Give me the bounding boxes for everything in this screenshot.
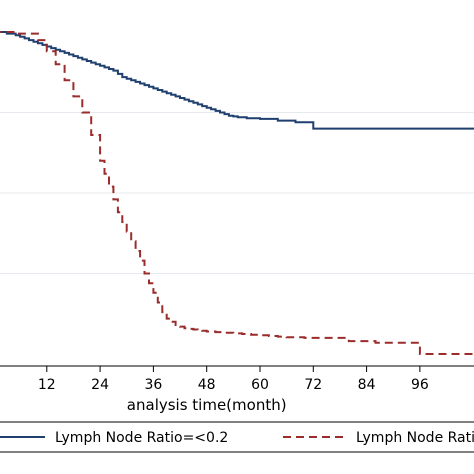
legend: Lymph Node Ratio=<0.2 Lymph Node Ratio>0.… bbox=[0, 421, 474, 453]
x-axis-title: analysis time(month) bbox=[127, 396, 287, 414]
x-tick-label-4: 60 bbox=[251, 377, 269, 393]
x-tick-label-0: 12 bbox=[38, 377, 56, 393]
x-tick-label-5: 72 bbox=[304, 377, 322, 393]
grid-lines bbox=[0, 112, 474, 274]
x-tick-label-6: 84 bbox=[358, 377, 376, 393]
legend-label-0: Lymph Node Ratio=<0.2 bbox=[55, 430, 228, 446]
x-tick-label-3: 48 bbox=[198, 377, 216, 393]
legend-box bbox=[0, 421, 474, 453]
legend-label-1: Lymph Node Ratio>0.2 bbox=[356, 430, 474, 446]
x-axis-ticks: 12 24 36 48 60 72 84 96 bbox=[38, 366, 429, 393]
x-tick-label-1: 24 bbox=[91, 377, 109, 393]
series-lines bbox=[0, 31, 474, 355]
series-line-1 bbox=[0, 31, 474, 355]
series-line-0 bbox=[0, 31, 474, 130]
x-tick-label-7: 96 bbox=[411, 377, 429, 393]
x-tick-label-2: 36 bbox=[144, 377, 162, 393]
